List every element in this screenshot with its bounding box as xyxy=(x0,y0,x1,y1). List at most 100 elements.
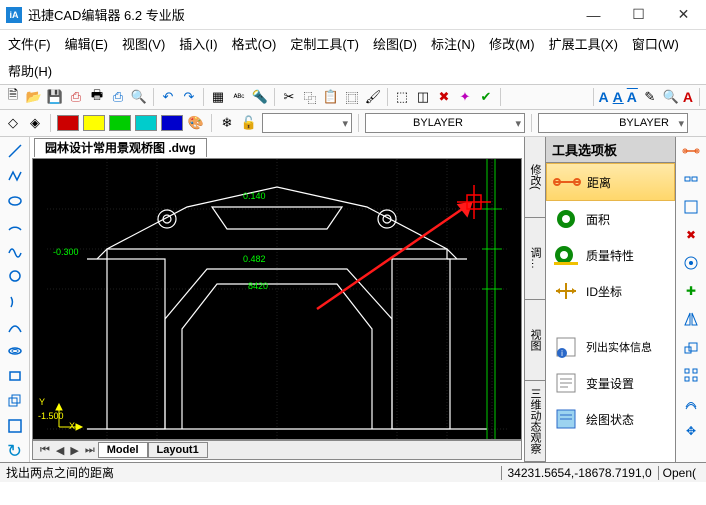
dist-tool-icon[interactable] xyxy=(681,141,701,161)
palette-item-setvar[interactable]: 变量设置 xyxy=(546,365,675,401)
palette-item-id[interactable]: ID坐标 xyxy=(546,273,675,309)
tab-layout1[interactable]: Layout1 xyxy=(148,442,208,458)
del-icon[interactable]: ✖ xyxy=(435,88,453,106)
linetype-combo[interactable]: BYLAYER xyxy=(365,113,525,133)
vtab-view[interactable]: 视图 xyxy=(525,300,545,381)
layerfreeze-icon[interactable]: ❄ xyxy=(218,114,236,132)
spline-icon[interactable] xyxy=(5,241,25,260)
saveall-icon[interactable]: ⎙ xyxy=(67,88,85,106)
copy-icon[interactable]: ⿻ xyxy=(301,88,319,106)
cross-icon[interactable]: ✚ xyxy=(681,281,701,301)
palette-item-massprops[interactable]: 质量特性 xyxy=(546,237,675,273)
minimize-button[interactable]: — xyxy=(571,0,616,30)
curve-icon[interactable] xyxy=(5,317,25,336)
print-icon[interactable]: 🖶 xyxy=(88,88,106,106)
textstyle-icon[interactable]: ✎ xyxy=(641,88,659,106)
save-icon[interactable]: 💾 xyxy=(46,88,64,106)
pline-icon[interactable] xyxy=(5,166,25,185)
box-icon[interactable] xyxy=(5,392,25,411)
break-icon[interactable] xyxy=(681,169,701,189)
ellipse-icon[interactable] xyxy=(5,191,25,210)
array-icon[interactable] xyxy=(681,365,701,385)
palette-item-list[interactable]: i 列出实体信息 xyxy=(546,329,675,365)
era-icon[interactable]: ◫ xyxy=(414,88,432,106)
spell-icon[interactable]: ᴬᴮᶜ xyxy=(230,88,248,106)
tab-first-icon[interactable]: ⏮ xyxy=(37,444,53,457)
color-blue[interactable] xyxy=(161,115,183,131)
arc-icon[interactable] xyxy=(5,216,25,235)
move-icon[interactable]: ✥ xyxy=(681,421,701,441)
menu-modify[interactable]: 修改(M) xyxy=(487,32,537,55)
pasteblock-icon[interactable]: ⿴ xyxy=(343,88,361,106)
palette-item-area[interactable]: 面积 xyxy=(546,201,675,237)
text-a3[interactable]: A xyxy=(627,89,638,105)
audit-icon[interactable]: ✔ xyxy=(477,88,495,106)
color-yellow[interactable] xyxy=(83,115,105,131)
tab-last-icon[interactable]: ⏭ xyxy=(82,444,98,457)
menu-dimension[interactable]: 标注(N) xyxy=(429,32,477,55)
tab-prev-icon[interactable]: ◀ xyxy=(53,444,67,457)
layer-icon[interactable]: ◇ xyxy=(4,114,22,132)
target-icon[interactable] xyxy=(681,253,701,273)
color-green[interactable] xyxy=(109,115,131,131)
menu-help[interactable]: 帮助(H) xyxy=(6,59,54,82)
maximize-button[interactable]: ☐ xyxy=(616,0,661,30)
find-icon[interactable]: 🔦 xyxy=(251,88,269,106)
menu-ext-tools[interactable]: 扩展工具(X) xyxy=(547,32,620,55)
new-icon[interactable]: 🗎 xyxy=(4,88,22,106)
cut-icon[interactable]: ✂ xyxy=(280,88,298,106)
layerlock-icon[interactable]: 🔓 xyxy=(240,114,258,132)
delete2-icon[interactable]: ✖ xyxy=(681,225,701,245)
tab-next-icon[interactable]: ▶ xyxy=(67,444,81,457)
color-red[interactable] xyxy=(57,115,79,131)
text-a4[interactable]: A xyxy=(683,89,694,105)
settings-icon[interactable]: ▦ xyxy=(209,88,227,106)
refresh-icon[interactable]: ↻ xyxy=(5,442,25,462)
vtab-adjust[interactable]: 调… xyxy=(525,218,545,299)
paste-icon[interactable]: 📋 xyxy=(322,88,340,106)
menu-insert[interactable]: 插入(I) xyxy=(177,32,219,55)
undo-icon[interactable]: ↶ xyxy=(159,88,177,106)
menu-view[interactable]: 视图(V) xyxy=(120,32,167,55)
menu-draw[interactable]: 绘图(D) xyxy=(371,32,419,55)
plot-icon[interactable]: ⎙ xyxy=(109,88,127,106)
rect2-icon[interactable] xyxy=(5,417,25,436)
circle-icon[interactable] xyxy=(5,266,25,285)
menu-file[interactable]: 文件(F) xyxy=(6,32,53,55)
color-cyan[interactable] xyxy=(135,115,157,131)
close-button[interactable]: ✕ xyxy=(661,0,706,30)
menu-format[interactable]: 格式(O) xyxy=(230,32,279,55)
vtab-orbit[interactable]: 三维动态观察 xyxy=(525,381,545,462)
menu-tools[interactable]: 定制工具(T) xyxy=(288,32,361,55)
layerstate-icon[interactable]: ◈ xyxy=(26,114,44,132)
text-a1[interactable]: A xyxy=(599,89,610,105)
line-icon[interactable] xyxy=(5,141,25,160)
mirror-icon[interactable] xyxy=(681,309,701,329)
text-a2[interactable]: A xyxy=(613,89,624,105)
arc2-icon[interactable] xyxy=(5,291,25,310)
select-icon[interactable]: ⬚ xyxy=(393,88,411,106)
layer-combo[interactable] xyxy=(262,113,352,133)
redo-icon[interactable]: ↷ xyxy=(180,88,198,106)
purge-icon[interactable]: ✦ xyxy=(456,88,474,106)
menu-edit[interactable]: 编辑(E) xyxy=(63,32,110,55)
menu-window[interactable]: 窗口(W) xyxy=(630,32,681,55)
scale-icon[interactable] xyxy=(681,337,701,357)
drawing-canvas[interactable]: 0.140 -0.300 0.482 8420 -1.500 Y X xyxy=(32,158,522,440)
offset-icon[interactable] xyxy=(681,393,701,413)
textfind-icon[interactable]: 🔍 xyxy=(662,88,680,106)
palette-item-status[interactable]: 绘图状态 xyxy=(546,401,675,437)
rect-icon[interactable] xyxy=(5,367,25,386)
setvar-icon xyxy=(552,371,580,395)
morecolor-icon[interactable]: 🎨 xyxy=(187,114,205,132)
lineweight-combo[interactable]: BYLAYER xyxy=(538,113,688,133)
preview-icon[interactable]: 🔍 xyxy=(130,88,148,106)
palette-item-distance[interactable]: 距离 xyxy=(546,163,675,201)
vtab-modify[interactable]: 修改( xyxy=(525,137,545,218)
donut-icon[interactable] xyxy=(5,342,25,361)
match-icon[interactable]: 🖌 xyxy=(364,88,382,106)
file-tab-active[interactable]: 园林设计常用景观桥图 .dwg xyxy=(34,138,207,157)
open-icon[interactable]: 📂 xyxy=(25,88,43,106)
tab-model[interactable]: Model xyxy=(98,442,148,458)
join-icon[interactable] xyxy=(681,197,701,217)
